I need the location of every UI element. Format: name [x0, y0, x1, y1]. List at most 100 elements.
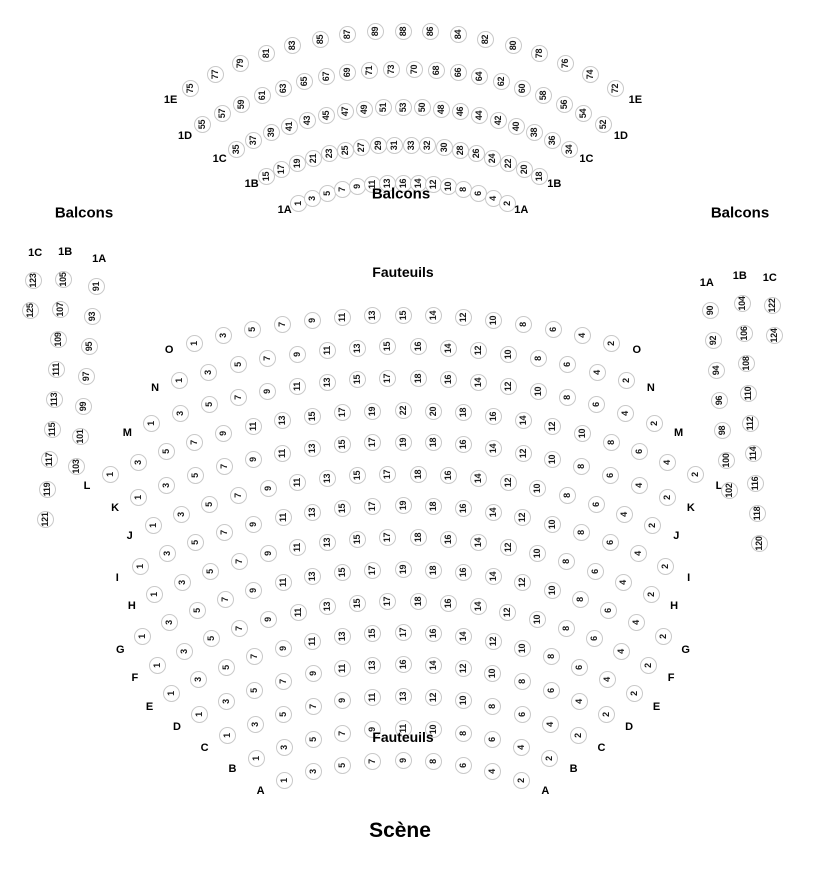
seat[interactable]: 7	[246, 648, 264, 666]
seat[interactable]: 3	[158, 477, 176, 495]
seat[interactable]: 83	[284, 37, 302, 55]
seat[interactable]: 8	[573, 458, 591, 476]
seat[interactable]: 96	[711, 391, 729, 409]
seat[interactable]: 9	[289, 345, 307, 363]
seat[interactable]: 18	[409, 592, 427, 610]
seat[interactable]: 18	[424, 561, 442, 579]
seat[interactable]: 63	[274, 79, 292, 97]
seat[interactable]: 72	[607, 79, 624, 97]
seat[interactable]: 13	[364, 657, 382, 675]
seat[interactable]: 22	[394, 401, 412, 419]
seat[interactable]: 121	[36, 510, 54, 528]
seat[interactable]: 86	[422, 23, 440, 41]
seat[interactable]: 6	[601, 534, 619, 552]
seat[interactable]: 8	[572, 591, 590, 609]
seat[interactable]: 92	[704, 331, 722, 349]
seat[interactable]: 8	[514, 315, 532, 333]
seat[interactable]: 4	[617, 405, 635, 423]
seat[interactable]: 11	[274, 444, 292, 462]
seat[interactable]: 114	[744, 444, 762, 462]
seat[interactable]: 124	[765, 326, 783, 344]
seat[interactable]: 11	[244, 418, 262, 436]
seat[interactable]: 14	[484, 439, 502, 457]
seat[interactable]: 109	[50, 330, 68, 348]
seat[interactable]: 8	[542, 648, 560, 666]
seat[interactable]: 3	[172, 505, 190, 523]
seat[interactable]: 103	[68, 457, 86, 475]
seat[interactable]: 13	[319, 598, 337, 616]
seat[interactable]: 12	[499, 603, 517, 621]
seat[interactable]: 88	[394, 22, 412, 40]
seat[interactable]: 1	[130, 488, 148, 506]
seat[interactable]: 8	[572, 524, 590, 542]
seat[interactable]: 60	[514, 79, 532, 97]
seat[interactable]: 81	[257, 45, 275, 63]
seat[interactable]: 10	[513, 639, 531, 657]
seat[interactable]: 9	[304, 311, 322, 329]
seat[interactable]: 5	[201, 495, 219, 513]
seat[interactable]: 118	[748, 504, 766, 522]
seat[interactable]: 74	[582, 66, 600, 84]
seat[interactable]: 13	[319, 469, 337, 487]
seat[interactable]: 9	[259, 545, 277, 563]
seat[interactable]: 87	[339, 26, 356, 44]
seat[interactable]: 25	[336, 141, 354, 159]
seat[interactable]: 78	[531, 45, 549, 63]
seat[interactable]: 17	[379, 465, 397, 483]
seat[interactable]: 7	[275, 672, 293, 690]
seat[interactable]: 5	[186, 467, 204, 485]
seat[interactable]: 4	[627, 614, 645, 632]
seat[interactable]: 17	[379, 592, 397, 610]
seat[interactable]: 15	[304, 407, 322, 425]
seat[interactable]: 2	[512, 772, 530, 790]
seat[interactable]: 7	[216, 591, 234, 609]
seat[interactable]: 16	[439, 467, 457, 485]
seat[interactable]: 8	[558, 487, 576, 505]
seat[interactable]: 5	[203, 630, 221, 648]
seat[interactable]: 14	[484, 504, 502, 522]
seat[interactable]: 36	[544, 132, 562, 150]
seat[interactable]: 14	[424, 307, 442, 325]
seat[interactable]: 15	[349, 594, 367, 612]
seat[interactable]: 64	[471, 68, 489, 86]
seat[interactable]: 15	[394, 306, 412, 324]
seat[interactable]: 14	[484, 568, 502, 586]
seat[interactable]: 1	[148, 656, 166, 674]
seat[interactable]: 7	[334, 724, 352, 742]
seat[interactable]: 10	[529, 480, 547, 497]
seat[interactable]: 7	[274, 315, 292, 333]
seat[interactable]: 33	[402, 136, 420, 154]
seat[interactable]: 6	[571, 658, 589, 676]
seat[interactable]: 11	[334, 660, 352, 678]
seat[interactable]: 65	[295, 73, 313, 91]
seat[interactable]: 6	[542, 681, 560, 699]
seat[interactable]: 113	[45, 390, 63, 408]
seat[interactable]: 8	[559, 388, 577, 406]
seat[interactable]: 58	[535, 87, 553, 105]
seat[interactable]: 3	[246, 715, 264, 733]
seat[interactable]: 2	[625, 684, 643, 702]
seat[interactable]: 12	[454, 308, 472, 326]
seat[interactable]: 18	[409, 465, 427, 483]
seat[interactable]: 84	[449, 26, 467, 44]
seat[interactable]: 2	[654, 628, 672, 646]
seat[interactable]: 5	[202, 562, 220, 580]
seat[interactable]: 4	[598, 670, 616, 688]
seat[interactable]: 14	[469, 373, 487, 391]
seat[interactable]: 15	[364, 625, 382, 643]
seat[interactable]: 8	[557, 619, 575, 637]
seat[interactable]: 16	[424, 625, 442, 643]
seat[interactable]: 16	[409, 338, 427, 356]
seat[interactable]: 6	[544, 320, 562, 338]
seat[interactable]: 20	[515, 161, 533, 179]
seat[interactable]: 79	[231, 54, 249, 72]
seat[interactable]: 7	[215, 458, 233, 476]
seat[interactable]: 30	[435, 139, 453, 157]
seat[interactable]: 15	[349, 467, 367, 485]
seat[interactable]: 12	[544, 418, 562, 436]
seat[interactable]: 14	[424, 657, 442, 675]
seat[interactable]: 5	[217, 658, 235, 676]
seat[interactable]: 12	[484, 633, 502, 651]
seat[interactable]: 3	[161, 614, 178, 632]
seat[interactable]: 19	[288, 155, 306, 173]
